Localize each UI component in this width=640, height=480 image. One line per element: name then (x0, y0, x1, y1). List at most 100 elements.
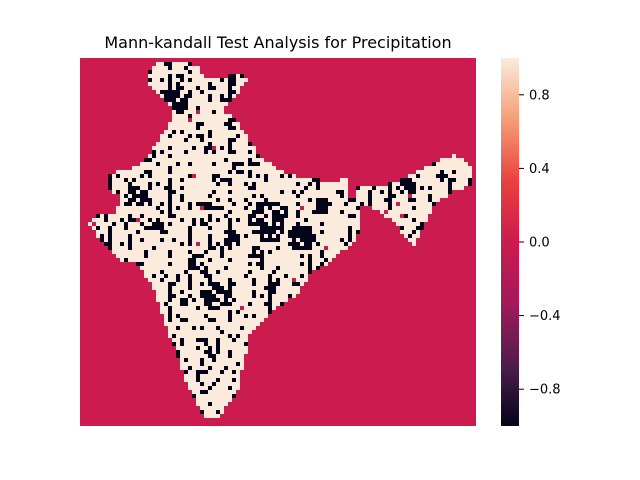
heatmap-cell (248, 250, 252, 254)
heatmap-cell (260, 162, 264, 166)
heatmap-cell (232, 310, 236, 314)
heatmap-cell (168, 158, 172, 162)
heatmap-cell (248, 186, 252, 190)
heatmap-cell (296, 242, 300, 246)
heatmap-cell (224, 222, 228, 226)
heatmap-cell (204, 182, 208, 186)
heatmap-cell (260, 178, 264, 182)
heatmap-cell (196, 154, 200, 158)
heatmap-cell (188, 346, 192, 350)
heatmap-cell (216, 142, 220, 146)
heatmap-cell (252, 298, 256, 302)
heatmap-cell (244, 222, 248, 226)
heatmap-cell (212, 218, 216, 222)
heatmap-cell (164, 266, 168, 270)
heatmap-cell (344, 230, 348, 234)
heatmap-cell (172, 106, 176, 110)
heatmap-cell (264, 218, 268, 222)
heatmap-cell (168, 318, 172, 322)
heatmap-cell (240, 238, 244, 242)
heatmap-cell (188, 358, 192, 362)
heatmap-cell (112, 218, 116, 222)
heatmap-cell (224, 322, 228, 326)
heatmap-cell (280, 238, 284, 242)
heatmap-cell (228, 158, 232, 162)
heatmap-cell (316, 238, 320, 242)
heatmap-cell (328, 186, 332, 190)
heatmap-cell (248, 182, 252, 186)
heatmap-cell (220, 306, 224, 310)
heatmap-cell (240, 278, 244, 282)
heatmap-cell (396, 222, 400, 226)
heatmap-cell (232, 330, 236, 334)
heatmap-cell (164, 194, 168, 198)
heatmap-cell (244, 262, 248, 266)
heatmap-cell (176, 310, 180, 314)
heatmap-cell (172, 134, 176, 138)
heatmap-cell (228, 170, 232, 174)
heatmap-cell (264, 162, 268, 166)
heatmap-cell (276, 182, 280, 186)
heatmap-cell (220, 182, 224, 186)
heatmap-cell (416, 218, 420, 222)
heatmap-cell (176, 306, 180, 310)
heatmap-cell (196, 166, 200, 170)
heatmap-cell (176, 70, 180, 74)
heatmap-cell (212, 378, 216, 382)
heatmap-cell (216, 402, 220, 406)
heatmap-cell (348, 226, 352, 230)
heatmap-cell (128, 226, 132, 230)
heatmap-cell (228, 178, 232, 182)
heatmap-cell (140, 186, 144, 190)
heatmap-cell (216, 82, 220, 86)
heatmap-cell (260, 278, 264, 282)
heatmap-cell (256, 278, 260, 282)
heatmap-cell (312, 230, 316, 234)
heatmap-cell (324, 226, 328, 230)
heatmap-cell (168, 194, 172, 198)
heatmap-cell (228, 74, 232, 78)
heatmap-cell (348, 238, 352, 242)
heatmap-cell (172, 86, 176, 90)
heatmap-cell (196, 218, 200, 222)
heatmap-cell (344, 190, 348, 194)
heatmap-cell (176, 62, 180, 66)
heatmap-cell (144, 158, 148, 162)
heatmap-cell (204, 410, 208, 414)
heatmap-cell (256, 314, 260, 318)
heatmap-cell (388, 190, 392, 194)
heatmap-cell (228, 130, 232, 134)
heatmap-cell (180, 206, 184, 210)
heatmap-cell (224, 278, 228, 282)
heatmap-cell (344, 214, 348, 218)
heatmap-cell (388, 214, 392, 218)
heatmap-cell (188, 70, 192, 74)
colorbar-tick-label: −0.4 (529, 309, 561, 324)
heatmap-cell (132, 178, 136, 182)
heatmap-cell (224, 150, 228, 154)
heatmap-cell (148, 186, 152, 190)
heatmap-cell (176, 274, 180, 278)
heatmap-cell (352, 222, 356, 226)
heatmap-cell (304, 210, 308, 214)
heatmap-cell (136, 178, 140, 182)
heatmap-cell (212, 270, 216, 274)
heatmap-cell (224, 214, 228, 218)
heatmap-cell (300, 198, 304, 202)
heatmap-cell (168, 230, 172, 234)
heatmap-cell (156, 298, 160, 302)
heatmap-cell (208, 246, 212, 250)
heatmap-cell (376, 202, 380, 206)
heatmap-cell (164, 210, 168, 214)
heatmap-cell (208, 298, 212, 302)
heatmap-cell (256, 154, 260, 158)
heatmap-cell (220, 106, 224, 110)
heatmap-cell (236, 334, 240, 338)
heatmap-cell (200, 74, 204, 78)
heatmap-cell (220, 350, 224, 354)
heatmap-cell (272, 298, 276, 302)
heatmap-cell (204, 114, 208, 118)
heatmap-cell (188, 290, 192, 294)
heatmap-cell (180, 166, 184, 170)
heatmap-cell (184, 278, 188, 282)
